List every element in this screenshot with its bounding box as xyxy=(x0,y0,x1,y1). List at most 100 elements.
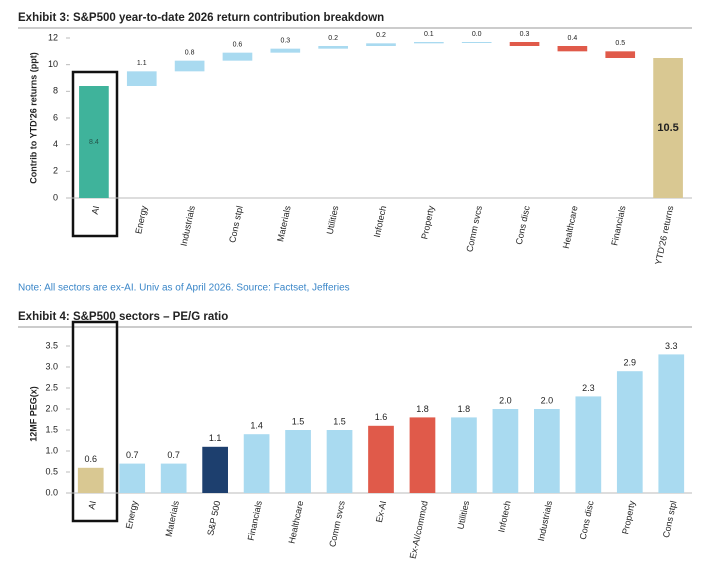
bar xyxy=(326,430,353,493)
value-label: 2.0 xyxy=(541,395,554,405)
y-tick-label: 8 xyxy=(53,86,58,96)
bar xyxy=(557,46,588,52)
x-tick-label: Infotech xyxy=(496,500,512,533)
bar xyxy=(119,463,146,493)
x-tick-label: Materials xyxy=(164,499,181,537)
value-label: 2.0 xyxy=(499,395,512,405)
y-tick-label: 0 xyxy=(53,192,58,202)
x-tick-label: Materials xyxy=(275,204,292,242)
y-tick-label: 4 xyxy=(53,139,58,149)
bar xyxy=(658,354,685,493)
y-tick-label: 12 xyxy=(48,32,58,42)
y-tick-label: 1.5 xyxy=(45,424,58,434)
bar xyxy=(414,42,444,44)
bar xyxy=(461,42,492,43)
chart-title: Exhibit 4: S&P500 sectors – PE/G ratio xyxy=(18,311,228,323)
y-tick-label: 0.5 xyxy=(45,466,58,476)
x-tick-label: Comm svcs xyxy=(464,204,484,253)
value-label: 0.7 xyxy=(126,450,139,460)
x-tick-label: Healthcare xyxy=(561,205,580,250)
value-label: 0.1 xyxy=(424,31,434,38)
value-label: 10.5 xyxy=(657,122,678,134)
x-tick-label: Cons disc xyxy=(514,204,532,245)
x-tick-label: YTD'26 returns xyxy=(653,204,675,265)
highlight-box xyxy=(71,70,119,238)
x-tick-label: Infotech xyxy=(372,205,388,238)
x-tick-label: Energy xyxy=(124,499,140,529)
x-tick-label: Industrials xyxy=(536,499,554,542)
value-label: 1.4 xyxy=(250,421,263,431)
bar xyxy=(509,42,540,46)
y-axis-label: 12MF PEG(x) xyxy=(28,386,38,442)
bar xyxy=(366,43,396,46)
x-tick-label: Property xyxy=(419,204,436,240)
value-label: 8.4 xyxy=(89,139,99,146)
x-tick-label: Energy xyxy=(133,204,149,234)
x-tick-label: Ex-AI/commod xyxy=(408,500,430,560)
y-tick-label: 3.0 xyxy=(45,361,58,371)
y-tick-label: 3.5 xyxy=(45,340,58,350)
bar xyxy=(653,58,683,198)
x-tick-label: Comm svcs xyxy=(327,499,347,548)
x-tick-label: AI xyxy=(86,500,98,510)
chart-title: Exhibit 3: S&P500 year-to-date 2026 retu… xyxy=(18,12,384,24)
value-label: 0.4 xyxy=(568,35,578,42)
x-tick-label: Property xyxy=(620,499,637,535)
bar xyxy=(492,409,519,493)
x-tick-label: Ex-AI xyxy=(374,500,388,524)
y-tick-label: 6 xyxy=(53,112,58,122)
value-label: 1.6 xyxy=(375,412,388,422)
value-label: 0.5 xyxy=(615,40,625,47)
value-label: 2.9 xyxy=(624,358,637,368)
bar xyxy=(605,51,636,58)
value-label: 0.2 xyxy=(376,32,386,39)
bar xyxy=(243,434,270,493)
bar xyxy=(174,60,205,72)
x-tick-label: Utilities xyxy=(455,499,471,530)
value-label: 0.8 xyxy=(185,50,195,57)
value-label: 1.8 xyxy=(416,404,429,414)
value-label: 0.3 xyxy=(280,38,290,45)
value-label: 1.1 xyxy=(137,60,147,67)
highlight-box xyxy=(71,320,119,523)
x-tick-label: Financials xyxy=(246,499,264,541)
bar xyxy=(318,46,348,49)
value-label: 1.5 xyxy=(292,416,305,426)
value-label: 0.7 xyxy=(167,450,180,460)
y-tick-label: 2.0 xyxy=(45,403,58,413)
x-tick-label: Healthcare xyxy=(287,500,306,545)
y-tick-label: 2.5 xyxy=(45,382,58,392)
value-label: 1.5 xyxy=(333,416,346,426)
bar xyxy=(202,446,228,493)
bar xyxy=(285,430,311,493)
x-tick-label: Industrials xyxy=(179,204,197,247)
bar xyxy=(126,71,157,86)
value-label: 0.3 xyxy=(520,31,530,38)
y-tick-label: 1.0 xyxy=(45,445,58,455)
value-label: 2.3 xyxy=(582,383,595,393)
bar xyxy=(575,396,602,493)
x-tick-label: Cons disc xyxy=(578,499,596,540)
x-tick-label: Cons stpl xyxy=(661,500,679,539)
bar xyxy=(79,86,109,198)
bar xyxy=(77,467,104,493)
bar xyxy=(160,463,187,493)
value-label: 0.2 xyxy=(328,35,338,42)
bar xyxy=(409,417,436,493)
value-label: 1.8 xyxy=(458,404,471,414)
x-tick-label: S&P 500 xyxy=(205,500,222,537)
value-label: 3.3 xyxy=(665,341,678,351)
note: Note: All sectors are ex-AI. Univ as of … xyxy=(18,283,350,294)
y-tick-label: 2 xyxy=(53,166,58,176)
bar xyxy=(534,409,560,493)
x-tick-label: Cons stpl xyxy=(227,205,245,244)
x-tick-label: Utilities xyxy=(325,204,341,235)
value-label: 0.0 xyxy=(472,31,482,38)
y-tick-label: 0.0 xyxy=(45,487,58,497)
bar xyxy=(616,371,643,493)
y-axis-label: Contrib to YTD'26 returns (ppt) xyxy=(28,52,38,183)
y-tick-label: 10 xyxy=(48,59,58,69)
bar xyxy=(451,417,477,493)
value-label: 0.6 xyxy=(84,454,97,464)
